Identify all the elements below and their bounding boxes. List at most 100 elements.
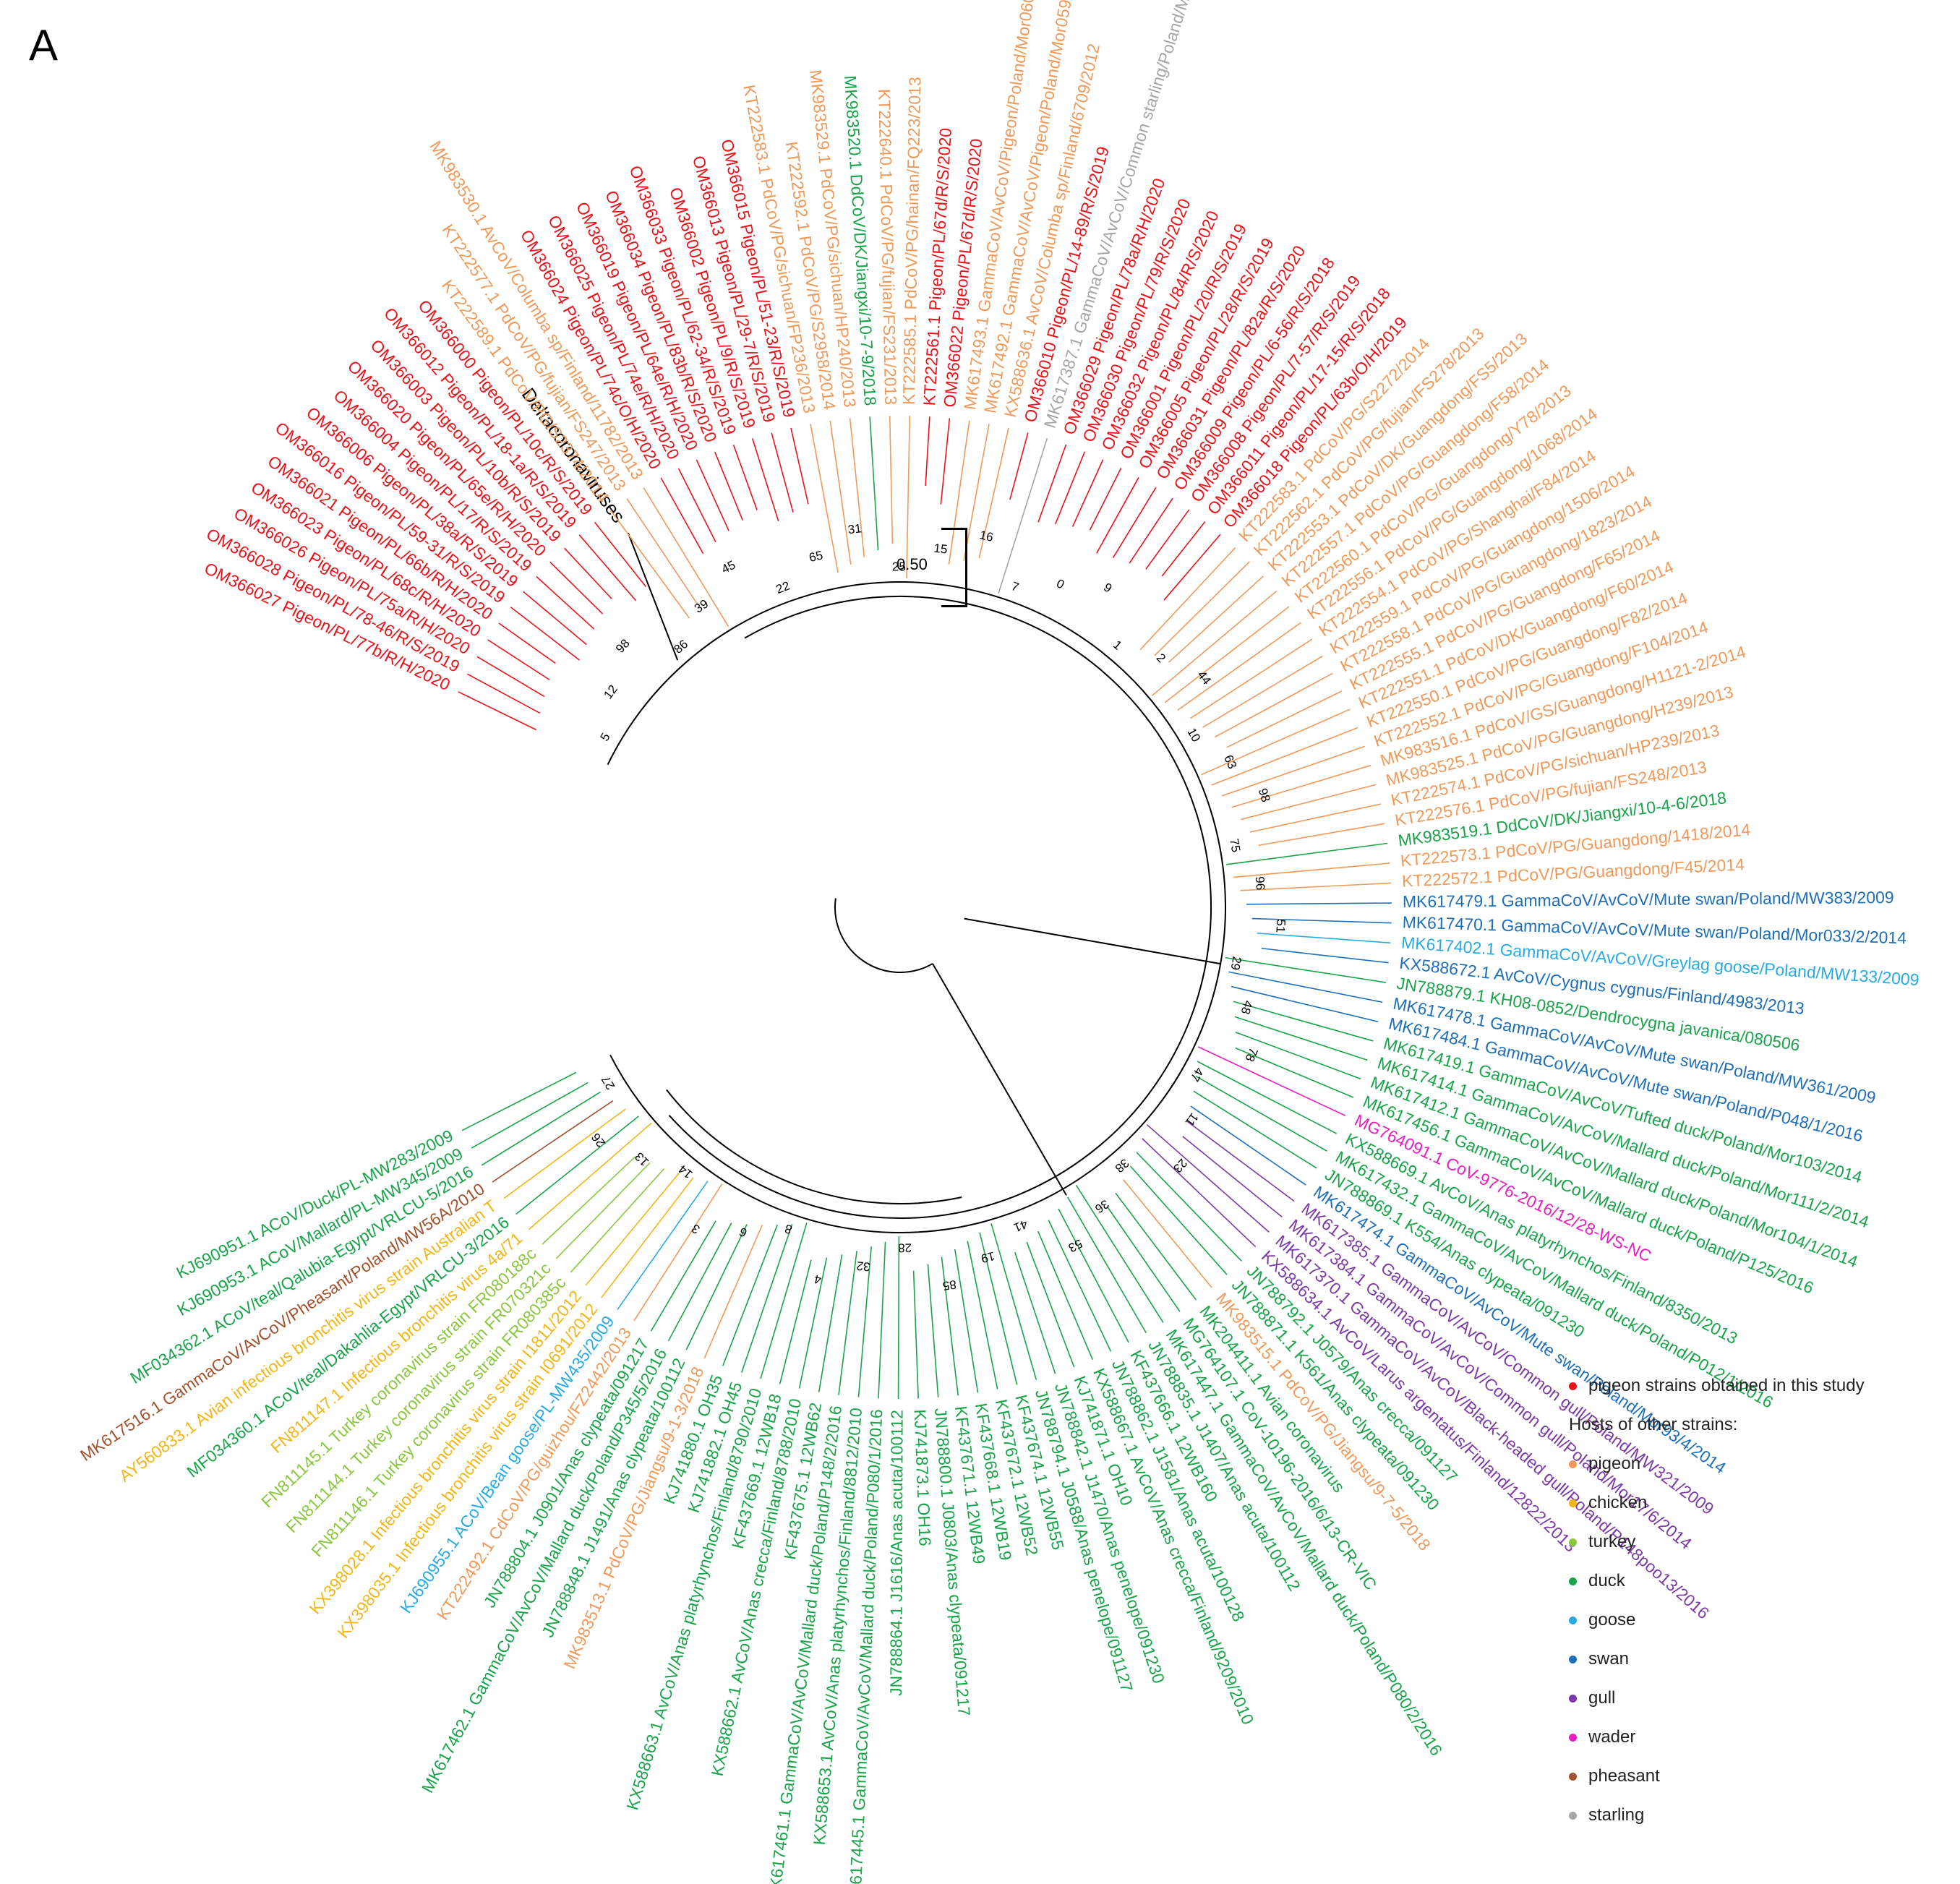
leaf-branch bbox=[1197, 1046, 1346, 1117]
leaf-branch bbox=[703, 1225, 763, 1359]
legend-item-duck: duck bbox=[1569, 1562, 1865, 1601]
leaf-branch bbox=[967, 1241, 998, 1390]
leaf-branch bbox=[503, 1108, 626, 1199]
leaf-branch bbox=[790, 427, 809, 505]
legend-dot-swan bbox=[1569, 1655, 1577, 1664]
legend-heading: Hosts of other strains: bbox=[1569, 1415, 1738, 1434]
leaf-branch bbox=[1037, 444, 1067, 523]
leaf-branch bbox=[1075, 1184, 1164, 1323]
root-branch-b bbox=[964, 917, 1221, 965]
leaf-branch bbox=[1215, 672, 1333, 738]
leaf-branch bbox=[487, 639, 550, 681]
legend-item-turkey: turkey bbox=[1569, 1523, 1865, 1562]
leaf-branch bbox=[476, 656, 545, 698]
leaf-branch bbox=[461, 1071, 577, 1131]
leaf-branch bbox=[1226, 690, 1343, 748]
leaf-branch bbox=[869, 416, 879, 550]
leaf-branch bbox=[1123, 1179, 1212, 1288]
leaf-branch bbox=[1197, 1061, 1338, 1134]
bootstrap-label: 4 bbox=[813, 1272, 822, 1287]
leaf-branch bbox=[578, 534, 637, 601]
leaf-branch bbox=[481, 1091, 601, 1166]
legend-study-row: pigeon strains obtained in this study bbox=[1569, 1366, 1865, 1405]
leaf-branch bbox=[771, 432, 794, 513]
leaf-branch bbox=[1177, 622, 1301, 711]
leaf-branch bbox=[1106, 1206, 1181, 1312]
leaf-branch bbox=[555, 1162, 651, 1259]
leaf-branch bbox=[536, 575, 595, 630]
bootstrap-label: 51 bbox=[1273, 919, 1288, 933]
leaf-branch bbox=[1145, 509, 1190, 570]
leaf-branch bbox=[954, 1249, 979, 1393]
leaf-branch bbox=[492, 1100, 614, 1183]
leaf-branch bbox=[912, 1270, 919, 1399]
leaf-branch bbox=[1115, 1192, 1197, 1301]
legend-dot-gull bbox=[1569, 1694, 1577, 1703]
bootstrap-label: 10 bbox=[1184, 726, 1203, 745]
leaf-branch bbox=[963, 424, 990, 562]
bootstrap-label: 5 bbox=[597, 731, 612, 744]
leaf-branch bbox=[810, 424, 839, 573]
legend-label-duck: duck bbox=[1588, 1571, 1625, 1590]
leaf-branch bbox=[1235, 1047, 1354, 1098]
leaf-branch bbox=[685, 1224, 748, 1350]
leaf-branch bbox=[1221, 745, 1365, 797]
leaf-branch bbox=[1240, 882, 1392, 891]
leaf-branch bbox=[722, 1225, 778, 1366]
leaf-branch bbox=[498, 622, 556, 664]
leaf-branch bbox=[510, 607, 580, 661]
bootstrap-label: 0 bbox=[1054, 576, 1066, 591]
legend-dot-wader bbox=[1569, 1733, 1577, 1742]
leaf-branch bbox=[1009, 432, 1029, 500]
bootstrap-label: 8 bbox=[783, 1221, 794, 1236]
bootstrap-label: 7 bbox=[1009, 579, 1020, 594]
leaf-branch bbox=[1014, 1252, 1056, 1374]
leaf-branch bbox=[528, 1122, 652, 1230]
legend-item-goose: goose bbox=[1569, 1601, 1865, 1640]
leaf-branch bbox=[1026, 1241, 1075, 1368]
leaf-branch bbox=[1246, 902, 1392, 905]
leaf-branch bbox=[1261, 947, 1389, 964]
leaf-branch bbox=[1161, 521, 1206, 577]
leaf-branch bbox=[1163, 534, 1221, 601]
legend-label-goose: goose bbox=[1588, 1610, 1636, 1630]
legend-dot-goose bbox=[1569, 1616, 1577, 1624]
leaf-branch bbox=[609, 510, 690, 619]
leaf-branch bbox=[1058, 1208, 1129, 1343]
leaf-branch bbox=[751, 438, 779, 522]
leaf-branch bbox=[458, 691, 537, 731]
leaf-branch bbox=[779, 1259, 812, 1384]
bootstrap-label: 29 bbox=[1228, 956, 1244, 972]
legend-label-gull: gull bbox=[1588, 1688, 1616, 1708]
leaf-branch bbox=[1195, 1075, 1327, 1152]
leaf-branch bbox=[940, 418, 951, 505]
leaf-branch bbox=[617, 1181, 709, 1310]
leaf-branch bbox=[1235, 1032, 1361, 1080]
host-legend: pigeon strains obtained in this study Ho… bbox=[1569, 1366, 1865, 1835]
leaf-branch bbox=[471, 1082, 589, 1149]
leaf-branch bbox=[1182, 1136, 1283, 1217]
leaf-branch bbox=[978, 427, 1009, 559]
legend-label-swan: swan bbox=[1588, 1649, 1630, 1669]
leaf-branch bbox=[643, 487, 729, 628]
leaf-branch bbox=[1089, 468, 1122, 531]
bootstrap-label: 96 bbox=[1253, 876, 1267, 891]
leaf-branch bbox=[979, 1232, 1018, 1385]
legend-dot-pheasant bbox=[1569, 1772, 1577, 1781]
legend-label-pheasant: pheasant bbox=[1588, 1766, 1660, 1786]
leaf-branch bbox=[1249, 803, 1381, 833]
leaf-branch bbox=[1071, 459, 1104, 527]
leaf-branch bbox=[585, 1173, 680, 1286]
leaf-branch bbox=[633, 1183, 723, 1322]
legend-dot-pigeon bbox=[1569, 1460, 1577, 1468]
leaf-branch bbox=[1048, 1220, 1112, 1352]
leaf-branch bbox=[1096, 477, 1139, 554]
leaf-branch bbox=[601, 1177, 694, 1298]
leaf-branch bbox=[990, 1223, 1037, 1380]
leaf-branch bbox=[1233, 1001, 1374, 1042]
legend-item-swan: swan bbox=[1569, 1640, 1865, 1679]
outgroup-branch bbox=[627, 532, 679, 661]
leaf-label: JN788864.1 J1616/Anas acuta/100112 bbox=[886, 1410, 906, 1696]
leaf-branch bbox=[941, 1256, 959, 1396]
leaf-branch bbox=[1055, 451, 1086, 525]
